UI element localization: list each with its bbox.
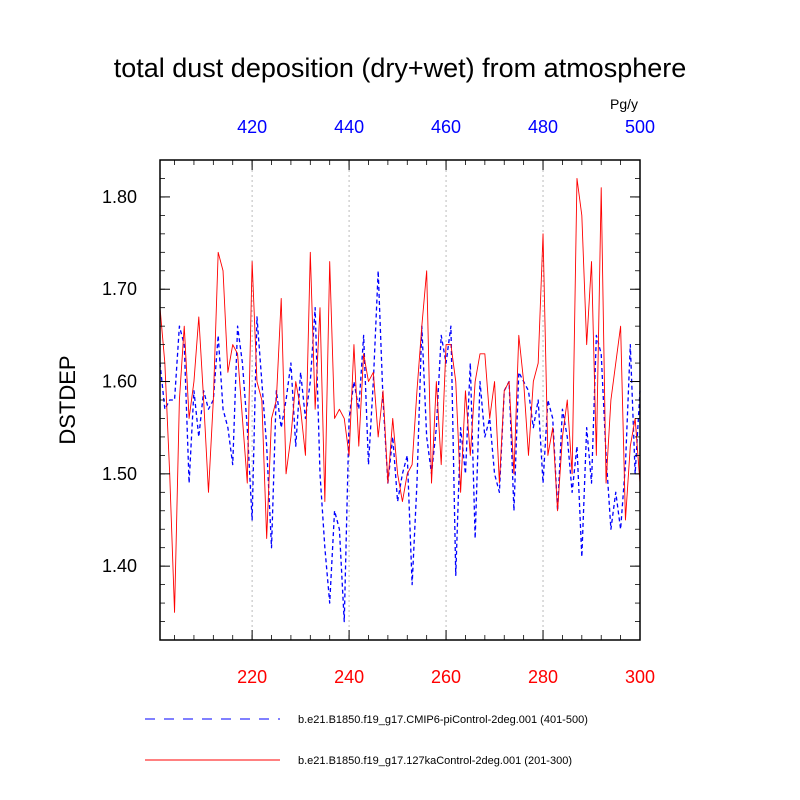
- x-bottom-tick-label: 240: [334, 667, 364, 687]
- x-top-tick-label: 440: [334, 117, 364, 137]
- chart-title: total dust deposition (dry+wet) from atm…: [114, 53, 687, 83]
- legend-label-127ka: b.e21.B1850.f19_g17.127kaControl-2deg.00…: [298, 755, 572, 767]
- x-bottom-tick-label: 260: [431, 667, 461, 687]
- y-tick-label: 1.40: [102, 556, 137, 576]
- legend-layer: b.e21.B1850.f19_g17.CMIP6-piControl-2deg…: [145, 714, 588, 767]
- plot-frame: [159, 159, 641, 641]
- x-top-tick-label: 480: [528, 117, 558, 137]
- x-top-tick-label: 420: [237, 117, 267, 137]
- series-layer: [159, 178, 641, 623]
- x-bottom-tick-label: 300: [625, 667, 655, 687]
- y-tick-label: 1.50: [102, 464, 137, 484]
- x-bottom-tick-label: 220: [237, 667, 267, 687]
- x-bottom-tick-label: 280: [528, 667, 558, 687]
- series-line-piControl: [159, 270, 641, 623]
- y-tick-label: 1.60: [102, 372, 137, 392]
- x-top-tick-label: 460: [431, 117, 461, 137]
- y-tick-label: 1.80: [102, 187, 137, 207]
- series-line-127ka: [159, 178, 641, 613]
- y-tick-label: 1.70: [102, 279, 137, 299]
- y-axis-label: DSTDEP: [55, 355, 80, 444]
- x-top-tick-label: 500: [625, 117, 655, 137]
- legend-label-piControl: b.e21.B1850.f19_g17.CMIP6-piControl-2deg…: [298, 714, 588, 726]
- grid-layer: [251, 160, 544, 640]
- units-label: Pg/y: [610, 96, 638, 112]
- tick-layer: 1.40 1.50 1.60 1.70 1.80 220 240 260 280 300 420 44…: [102, 117, 655, 687]
